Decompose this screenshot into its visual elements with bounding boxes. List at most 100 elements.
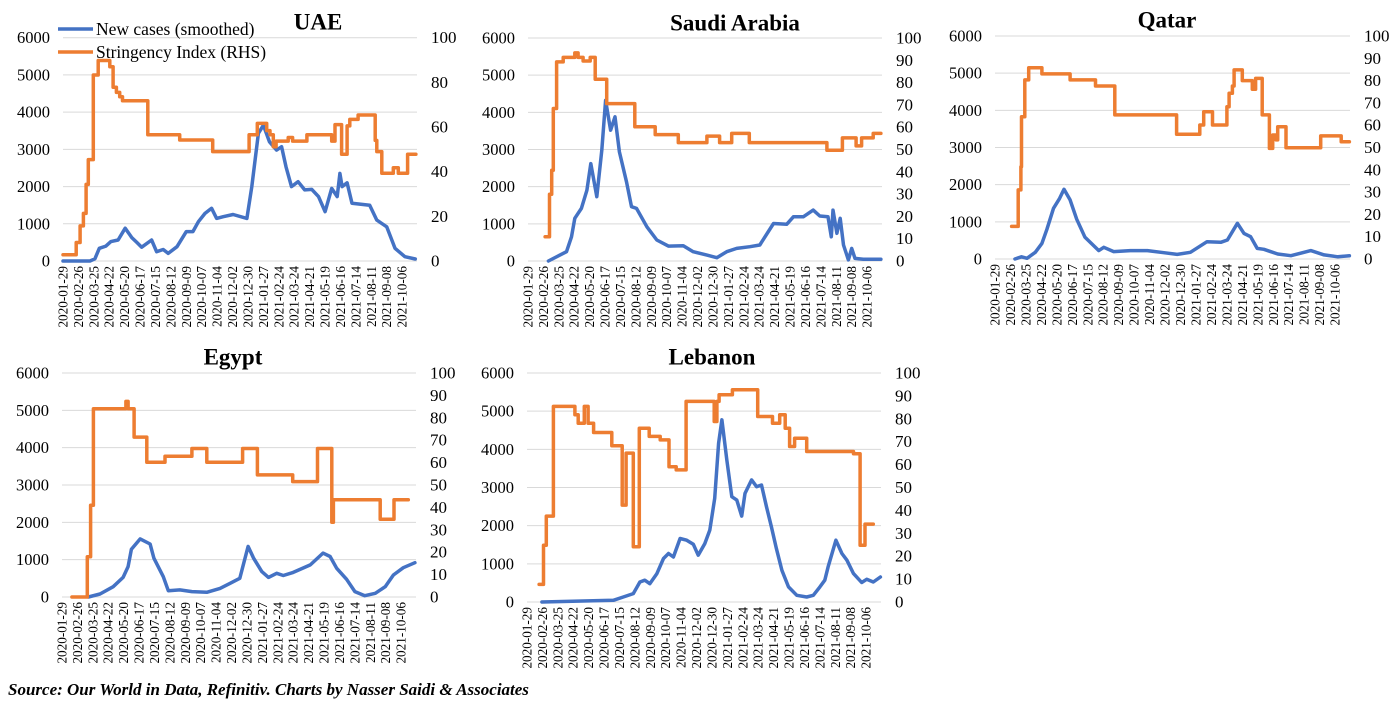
- y-left-tick-label: 2000: [482, 177, 515, 196]
- x-tick-label: 2020-07-15: [148, 266, 163, 328]
- y-left-tick-label: 1000: [17, 214, 50, 233]
- x-tick-label: 2020-05-20: [116, 602, 131, 664]
- y-left-tick-label: 3000: [17, 140, 50, 159]
- x-tick-label: 2020-04-22: [101, 602, 116, 664]
- chart-uae: 0 1000 2000 3000 4000 5000 6000 0 20 40 60 80 100 202…: [17, 10, 457, 328]
- y-left-tick-label: 4000: [17, 103, 50, 122]
- y-left-tick-label: 3000: [949, 138, 982, 157]
- source-note: Source: Our World in Data, Refinitiv. Ch…: [8, 680, 529, 699]
- y-right-tick-label: 60: [431, 118, 448, 137]
- y-left-tick-label: 4000: [949, 101, 982, 120]
- y-left-tick-label: 2000: [16, 513, 49, 532]
- x-tick-label: 2020-06-17: [597, 607, 612, 669]
- x-tick-label: 2020-12-02: [1158, 264, 1173, 326]
- y-left-tick-label: 5000: [17, 65, 50, 84]
- series-line-stringency-index-rhs: [537, 387, 876, 587]
- y-axis-left: 0 1000 2000 3000 4000 5000 6000: [949, 27, 1350, 269]
- x-tick-label: 2020-12-02: [225, 266, 240, 328]
- y-left-tick-label: 6000: [482, 29, 515, 48]
- x-tick-label: 2021-09-08: [378, 602, 393, 664]
- x-tick-label: 2021-06-16: [797, 607, 812, 669]
- y-right-tick-label: 20: [430, 543, 447, 562]
- x-tick-label: 2021-07-14: [813, 266, 828, 328]
- y-right-tick-label: 50: [896, 140, 913, 159]
- legend-item: New cases (smoothed): [58, 19, 255, 39]
- y-axis-right: 0 10 20 30 40 50 60 70 80 90 100: [895, 364, 921, 612]
- x-tick-label: 2021-06-16: [1266, 264, 1281, 326]
- x-tick-label: 2021-04-21: [1235, 264, 1250, 326]
- series-line-stringency-index-rhs: [70, 399, 411, 599]
- x-tick-label: 2021-03-24: [287, 266, 302, 328]
- y-axis-left: 0 1000 2000 3000 4000 5000 6000: [16, 364, 416, 607]
- x-tick-label: 2021-04-21: [767, 266, 782, 328]
- y-left-tick-label: 5000: [949, 64, 982, 83]
- x-tick-label: 2020-12-30: [704, 607, 719, 669]
- y-left-tick-label: 3000: [481, 478, 514, 497]
- y-left-tick-label: 5000: [482, 66, 515, 85]
- x-tick-label: 2021-05-19: [318, 266, 333, 328]
- y-right-tick-label: 90: [895, 386, 912, 405]
- x-tick-label: 2021-02-24: [270, 602, 285, 664]
- y-left-tick-label: 6000: [949, 27, 982, 46]
- y-right-tick-label: 60: [1364, 116, 1381, 135]
- y-right-tick-label: 10: [430, 565, 447, 584]
- x-tick-label: 2020-09-09: [1111, 264, 1126, 326]
- series-line-stringency-index-rhs: [543, 51, 883, 239]
- x-tick-label: 2020-05-20: [581, 607, 596, 669]
- y-left-tick-label: 3000: [16, 476, 49, 495]
- y-right-tick-label: 100: [1364, 27, 1390, 46]
- x-tick-label: 2020-12-30: [239, 602, 254, 664]
- y-axis-left: 0 1000 2000 3000 4000 5000 6000: [481, 364, 881, 612]
- x-tick-label: 2021-05-19: [783, 266, 798, 328]
- chart-title: Lebanon: [669, 345, 756, 370]
- legend-label: New cases (smoothed): [96, 19, 255, 39]
- x-tick-label: 2020-02-26: [1003, 264, 1018, 326]
- chart-qatar: 0 1000 2000 3000 4000 5000 6000 0 10 20 30 40 50 60 70…: [949, 8, 1390, 326]
- x-tick-label: 2021-04-21: [302, 266, 317, 328]
- x-tick-label: 2020-08-12: [1096, 264, 1111, 326]
- x-tick-label: 2021-03-24: [286, 602, 301, 664]
- x-tick-label: 2021-02-24: [1204, 264, 1219, 326]
- x-tick-label: 2020-07-15: [612, 607, 627, 669]
- chart-egypt: 0 1000 2000 3000 4000 5000 6000 0 10 20 30 40 50 60 70…: [16, 345, 456, 664]
- x-tick-label: 2020-12-02: [224, 602, 239, 664]
- x-axis: 2020-01-29 2020-02-26 2020-03-25 2020-04-22…: [521, 266, 875, 328]
- y-right-tick-label: 80: [430, 408, 447, 427]
- chart-saudi-arabia: 0 1000 2000 3000 4000 5000 6000 0 10 20 30 40 50 60 70…: [482, 11, 922, 328]
- y-right-tick-label: 100: [431, 28, 457, 47]
- legend: New cases (smoothed) Stringency Index (RH…: [58, 19, 266, 62]
- y-right-tick-label: 10: [896, 229, 913, 248]
- y-left-tick-label: 0: [506, 593, 514, 612]
- x-tick-label: 2020-12-02: [690, 266, 705, 328]
- x-tick-label: 2020-06-17: [133, 266, 148, 328]
- y-right-tick-label: 90: [896, 51, 913, 70]
- y-axis-right: 0 10 20 30 40 50 60 70 80 90 100: [896, 29, 922, 271]
- legend-item: Stringency Index (RHS): [58, 42, 266, 62]
- x-tick-label: 2020-07-15: [613, 266, 628, 328]
- x-tick-label: 2021-08-11: [363, 602, 378, 663]
- series-line-new-cases-smoothed: [540, 418, 883, 604]
- y-left-tick-label: 1000: [482, 214, 515, 233]
- x-tick-label: 2021-01-27: [720, 607, 735, 669]
- y-right-tick-label: 0: [1364, 250, 1373, 269]
- x-tick-label: 2021-10-06: [395, 266, 410, 328]
- y-right-tick-label: 50: [1364, 138, 1381, 157]
- x-tick-label: 2021-01-27: [255, 602, 270, 664]
- y-axis-right: 0 20 40 60 80 100: [431, 28, 457, 270]
- x-tick-label: 2021-08-11: [1297, 264, 1312, 325]
- y-right-tick-label: 100: [896, 29, 922, 48]
- y-right-tick-label: 30: [895, 524, 912, 543]
- y-right-tick-label: 20: [896, 207, 913, 226]
- x-tick-label: 2021-07-14: [347, 602, 362, 664]
- x-tick-label: 2020-04-22: [1034, 264, 1049, 326]
- x-tick-label: 2021-01-27: [256, 266, 271, 328]
- chart-title: Saudi Arabia: [670, 11, 800, 36]
- y-right-tick-label: 0: [431, 252, 440, 271]
- chart-title: UAE: [294, 10, 343, 35]
- x-axis: 2020-01-29 2020-02-26 2020-03-25 2020-04-22…: [520, 607, 874, 669]
- y-left-tick-label: 4000: [481, 440, 514, 459]
- x-tick-label: 2021-09-08: [1312, 264, 1327, 326]
- y-right-tick-label: 20: [895, 547, 912, 566]
- x-tick-label: 2021-10-06: [860, 266, 875, 328]
